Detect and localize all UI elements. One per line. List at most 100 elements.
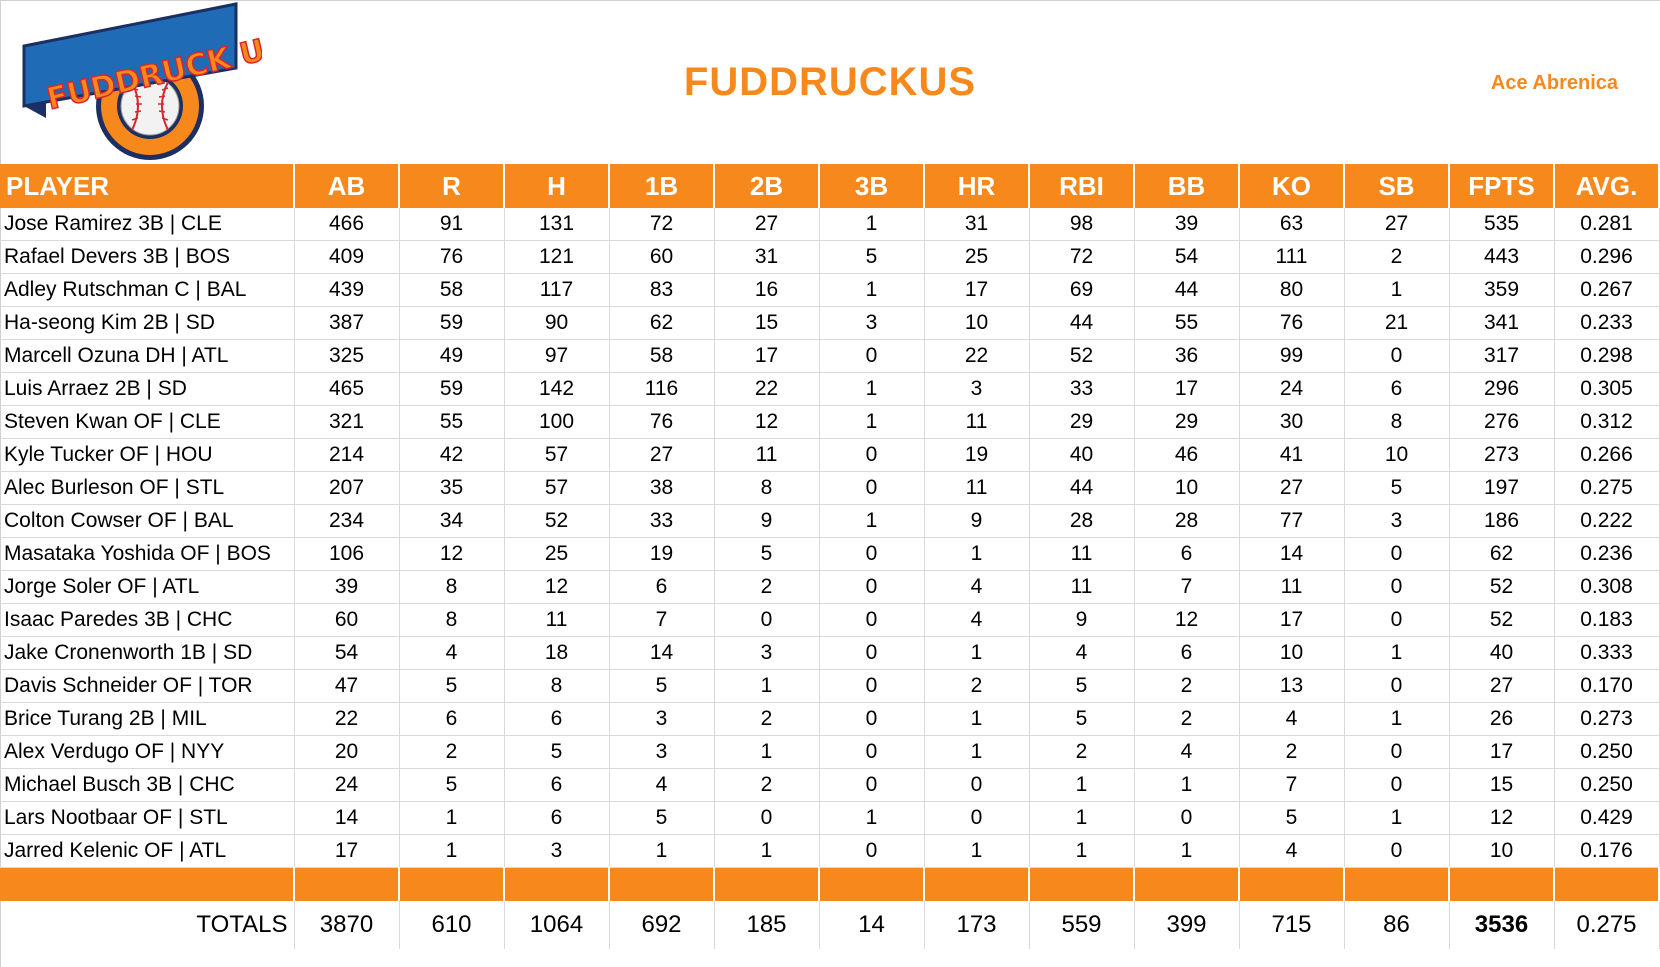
stat-cell-fpts: 443 — [1449, 240, 1555, 274]
stat-cell-1b: 62 — [609, 306, 715, 340]
stat-cell-ab: 234 — [294, 504, 400, 538]
separator-cell — [504, 867, 610, 901]
total-cell-ab: 3870 — [294, 901, 400, 949]
table-header-row: PLAYER AB R H 1B 2B 3B HR RBI BB KO SB FPTS AVG. — [0, 164, 1660, 208]
total-cell-3b: 14 — [819, 901, 925, 949]
table-row: Adley Rutschman C | BAL 439 58 117 83 16 1 17 69… — [0, 273, 1660, 307]
stat-cell-bb: 39 — [1134, 208, 1240, 241]
stat-cell-1b: 14 — [609, 636, 715, 670]
total-cell-rbi: 559 — [1029, 901, 1135, 949]
stat-cell-fpts: 535 — [1449, 208, 1555, 241]
stat-cell-avg: 0.429 — [1554, 801, 1660, 835]
stat-cell-avg: 0.298 — [1554, 339, 1660, 373]
stat-cell-2b: 1 — [714, 834, 820, 868]
stat-cell-hr: 2 — [924, 669, 1030, 703]
stat-cell-rbi: 52 — [1029, 339, 1135, 373]
separator-cell — [1449, 867, 1555, 901]
stat-cell-ab: 54 — [294, 636, 400, 670]
stat-cell-bb: 1 — [1134, 768, 1240, 802]
stat-cell-2b: 31 — [714, 240, 820, 274]
stat-cell-r: 35 — [399, 471, 505, 505]
separator-cell — [714, 867, 820, 901]
column-header-ab: AB — [294, 164, 400, 208]
stat-cell-ab: 17 — [294, 834, 400, 868]
stat-cell-1b: 27 — [609, 438, 715, 472]
separator-cell — [1029, 867, 1135, 901]
stat-cell-avg: 0.170 — [1554, 669, 1660, 703]
stat-cell-ko: 80 — [1239, 273, 1345, 307]
stat-cell-hr: 17 — [924, 273, 1030, 307]
table-row: Masataka Yoshida OF | BOS 106 12 25 19 5 0 1 11 6… — [0, 537, 1660, 571]
stat-cell-bb: 1 — [1134, 834, 1240, 868]
player-name-cell: Jose Ramirez 3B | CLE — [0, 208, 295, 241]
player-name-cell: Masataka Yoshida OF | BOS — [0, 537, 295, 571]
stat-cell-rbi: 5 — [1029, 669, 1135, 703]
stat-cell-h: 25 — [504, 537, 610, 571]
stat-cell-h: 100 — [504, 405, 610, 439]
stat-cell-ab: 24 — [294, 768, 400, 802]
table-row: Luis Arraez 2B | SD 465 59 142 116 22 1 3 33 17 24… — [0, 372, 1660, 406]
player-name-cell: Kyle Tucker OF | HOU — [0, 438, 295, 472]
column-header-fpts: FPTS — [1449, 164, 1555, 208]
stat-cell-hr: 10 — [924, 306, 1030, 340]
stat-cell-3b: 0 — [819, 339, 925, 373]
stat-cell-h: 121 — [504, 240, 610, 274]
stat-cell-sb: 1 — [1344, 702, 1450, 736]
stat-cell-ko: 11 — [1239, 570, 1345, 604]
stat-cell-r: 8 — [399, 570, 505, 604]
stat-cell-hr: 1 — [924, 735, 1030, 769]
stat-cell-1b: 5 — [609, 801, 715, 835]
stat-cell-h: 18 — [504, 636, 610, 670]
team-name-heading: FUDDRUCKUS — [683, 60, 977, 104]
stat-cell-sb: 0 — [1344, 834, 1450, 868]
stat-cell-ko: 41 — [1239, 438, 1345, 472]
stat-cell-ko: 10 — [1239, 636, 1345, 670]
player-name-cell: Alec Burleson OF | STL — [0, 471, 295, 505]
stat-cell-3b: 0 — [819, 636, 925, 670]
totals-separator-row — [0, 867, 1660, 901]
stat-cell-3b: 1 — [819, 801, 925, 835]
stat-cell-ko: 27 — [1239, 471, 1345, 505]
stat-cell-2b: 0 — [714, 603, 820, 637]
stat-cell-hr: 4 — [924, 570, 1030, 604]
stat-cell-avg: 0.233 — [1554, 306, 1660, 340]
stat-cell-avg: 0.275 — [1554, 471, 1660, 505]
stat-cell-3b: 1 — [819, 372, 925, 406]
stat-cell-bb: 4 — [1134, 735, 1240, 769]
stat-cell-1b: 3 — [609, 702, 715, 736]
total-cell-fpts: 3536 — [1449, 901, 1555, 949]
table-row: Alex Verdugo OF | NYY 20 2 5 3 1 0 1 2 4 2 0 17 0.250 — [0, 735, 1660, 769]
stat-cell-ab: 465 — [294, 372, 400, 406]
stat-cell-bb: 12 — [1134, 603, 1240, 637]
player-name-cell: Ha-seong Kim 2B | SD — [0, 306, 295, 340]
stat-cell-1b: 60 — [609, 240, 715, 274]
column-header-avg: AVG. — [1554, 164, 1660, 208]
separator-cell — [1554, 867, 1660, 901]
stat-cell-r: 42 — [399, 438, 505, 472]
stat-cell-1b: 3 — [609, 735, 715, 769]
stat-cell-fpts: 10 — [1449, 834, 1555, 868]
stat-cell-2b: 9 — [714, 504, 820, 538]
stat-cell-r: 55 — [399, 405, 505, 439]
stat-cell-r: 8 — [399, 603, 505, 637]
stat-cell-2b: 2 — [714, 768, 820, 802]
table-row: Davis Schneider OF | TOR 47 5 8 5 1 0 2 5 2 13 0 27 0… — [0, 669, 1660, 703]
stat-cell-ab: 325 — [294, 339, 400, 373]
stat-cell-r: 5 — [399, 768, 505, 802]
stat-cell-ab: 409 — [294, 240, 400, 274]
stat-cell-rbi: 40 — [1029, 438, 1135, 472]
stat-cell-ko: 76 — [1239, 306, 1345, 340]
stat-cell-fpts: 52 — [1449, 570, 1555, 604]
stat-cell-1b: 7 — [609, 603, 715, 637]
column-header-rbi: RBI — [1029, 164, 1135, 208]
stat-cell-avg: 0.250 — [1554, 735, 1660, 769]
separator-cell — [609, 867, 715, 901]
table-row: Alec Burleson OF | STL 207 35 57 38 8 0 11 44 10 2… — [0, 471, 1660, 505]
stat-cell-rbi: 1 — [1029, 834, 1135, 868]
stat-cell-2b: 27 — [714, 208, 820, 241]
column-header-h: H — [504, 164, 610, 208]
total-cell-ko: 715 — [1239, 901, 1345, 949]
stat-cell-r: 2 — [399, 735, 505, 769]
stat-cell-bb: 54 — [1134, 240, 1240, 274]
stat-cell-r: 59 — [399, 372, 505, 406]
